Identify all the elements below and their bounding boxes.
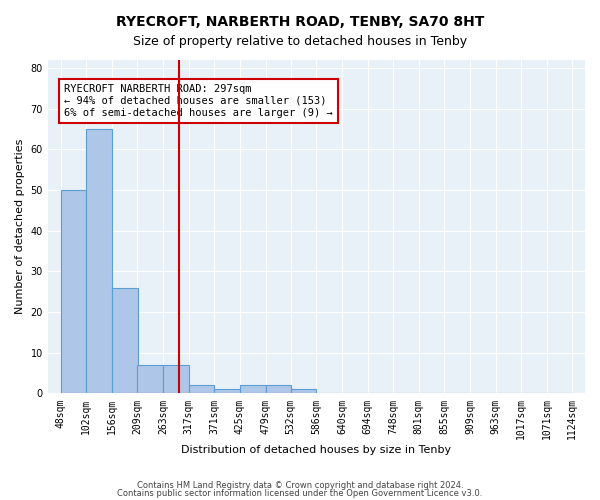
- Text: RYECROFT, NARBERTH ROAD, TENBY, SA70 8HT: RYECROFT, NARBERTH ROAD, TENBY, SA70 8HT: [116, 15, 484, 29]
- Text: Size of property relative to detached houses in Tenby: Size of property relative to detached ho…: [133, 35, 467, 48]
- Bar: [61, 190, 86, 394]
- Text: Contains public sector information licensed under the Open Government Licence v3: Contains public sector information licen…: [118, 488, 482, 498]
- Bar: [214, 390, 240, 394]
- Y-axis label: Number of detached properties: Number of detached properties: [15, 139, 25, 314]
- Bar: [291, 390, 316, 394]
- Bar: [266, 386, 291, 394]
- Bar: [163, 365, 188, 394]
- Bar: [137, 365, 163, 394]
- X-axis label: Distribution of detached houses by size in Tenby: Distribution of detached houses by size …: [181, 445, 451, 455]
- Bar: [188, 386, 214, 394]
- Bar: [112, 288, 137, 394]
- Bar: [86, 129, 112, 394]
- Text: RYECROFT NARBERTH ROAD: 297sqm
← 94% of detached houses are smaller (153)
6% of : RYECROFT NARBERTH ROAD: 297sqm ← 94% of …: [64, 84, 333, 117]
- Bar: [240, 386, 266, 394]
- Text: Contains HM Land Registry data © Crown copyright and database right 2024.: Contains HM Land Registry data © Crown c…: [137, 481, 463, 490]
